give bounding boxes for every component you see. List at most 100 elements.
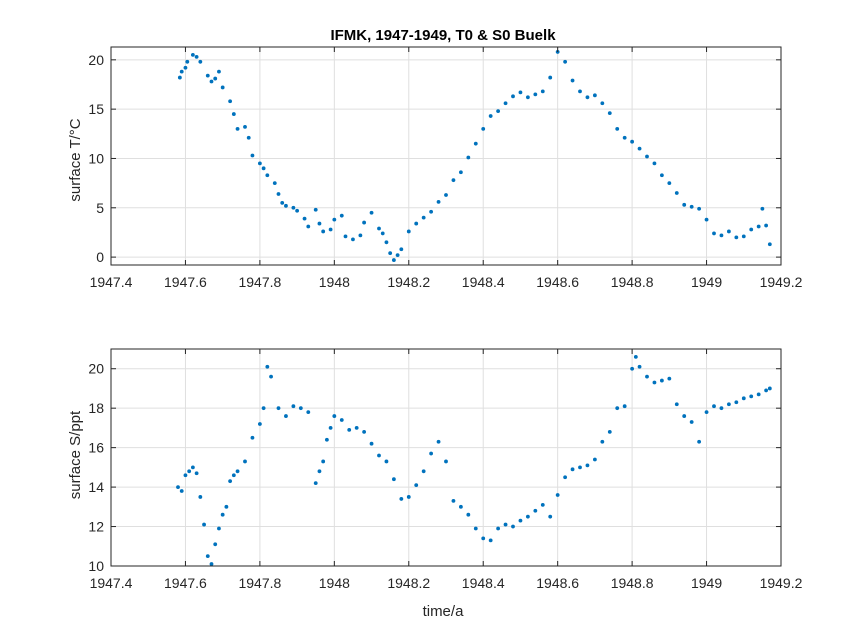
data-point — [179, 489, 184, 493]
data-point — [682, 202, 687, 207]
data-point — [384, 240, 389, 245]
data-point — [269, 374, 273, 379]
data-point — [362, 220, 367, 225]
data-point — [481, 126, 486, 131]
data-point — [488, 538, 493, 543]
x-tick-label: 1948.8 — [611, 274, 654, 290]
data-point — [637, 146, 642, 151]
data-point — [190, 52, 195, 57]
data-point — [458, 504, 463, 509]
data-point — [578, 89, 582, 94]
y-tick-label: 5 — [96, 200, 104, 216]
data-point — [276, 192, 281, 196]
y-tick-label: 10 — [88, 558, 104, 574]
x-axis-label: time/a — [423, 603, 465, 620]
data-point — [540, 89, 545, 94]
data-point — [369, 210, 374, 215]
data-point — [451, 499, 456, 503]
data-point — [194, 54, 199, 59]
y-tick-label: 0 — [96, 249, 104, 265]
data-point — [764, 388, 769, 393]
x-tick-label: 1948 — [319, 575, 350, 591]
data-point — [734, 235, 739, 240]
data-point — [399, 497, 404, 501]
data-point — [760, 206, 765, 211]
data-point — [548, 75, 553, 80]
data-point — [377, 453, 381, 458]
data-point — [332, 217, 337, 222]
data-point — [284, 414, 288, 418]
data-point — [503, 101, 508, 106]
x-tick-label: 1947.8 — [238, 575, 281, 591]
data-point — [205, 73, 210, 78]
data-point — [185, 59, 190, 64]
data-point — [190, 465, 195, 470]
data-point — [436, 199, 441, 204]
data-point — [511, 94, 515, 99]
data-point — [354, 426, 359, 430]
data-point — [265, 364, 270, 369]
x-tick-label: 1948 — [319, 274, 350, 290]
data-point — [391, 477, 396, 482]
data-point — [369, 441, 374, 446]
y-tick-label: 20 — [88, 52, 104, 68]
data-point — [630, 366, 635, 371]
data-point — [306, 224, 311, 229]
data-point — [659, 173, 664, 178]
data-point — [697, 439, 702, 444]
data-point — [295, 208, 300, 213]
data-point — [645, 154, 649, 159]
data-point — [339, 418, 344, 422]
data-point — [533, 508, 538, 513]
data-point — [414, 221, 419, 226]
data-point — [719, 406, 724, 411]
data-point — [712, 231, 716, 236]
data-point — [767, 386, 772, 391]
data-point — [380, 231, 385, 236]
data-point — [444, 459, 448, 464]
data-point — [633, 354, 638, 359]
data-point — [429, 209, 434, 214]
data-point — [444, 193, 448, 197]
data-point — [231, 473, 236, 478]
data-point — [659, 378, 664, 383]
x-tick-label: 1949 — [691, 575, 722, 591]
data-point — [533, 92, 538, 97]
data-point — [265, 173, 270, 178]
data-point — [726, 229, 731, 234]
data-point — [313, 207, 318, 212]
data-point — [317, 469, 322, 474]
data-point — [488, 114, 493, 118]
data-point — [187, 469, 192, 474]
y-tick-label: 10 — [88, 150, 104, 166]
data-point — [177, 75, 182, 80]
data-point — [622, 404, 627, 409]
data-point — [496, 109, 501, 114]
data-point — [525, 514, 530, 519]
data-point — [414, 483, 419, 488]
data-point — [615, 406, 620, 411]
data-point — [384, 459, 389, 464]
y-tick-label: 15 — [88, 101, 104, 117]
x-tick-label: 1948.6 — [536, 274, 579, 290]
data-point — [209, 562, 214, 566]
data-point — [436, 439, 441, 444]
data-point — [261, 406, 266, 411]
data-point — [205, 554, 210, 559]
x-tick-label: 1948.6 — [536, 575, 579, 591]
x-tick-label: 1948.4 — [462, 575, 505, 591]
y-axis-label-salinity: surface S/ppt — [67, 410, 84, 499]
temperature-panel: 1947.4 1947.6 1947.8 1948 1948.2 1948.4 1948.6… — [88, 46, 803, 290]
data-point — [183, 473, 188, 478]
data-point — [600, 101, 605, 106]
data-point — [395, 253, 400, 258]
data-point — [451, 178, 456, 183]
data-point — [645, 374, 649, 379]
data-point — [585, 95, 590, 100]
plot-frame — [110, 348, 782, 567]
data-point — [217, 69, 221, 74]
data-point — [667, 376, 672, 381]
data-point — [321, 459, 326, 464]
data-point — [756, 392, 761, 397]
